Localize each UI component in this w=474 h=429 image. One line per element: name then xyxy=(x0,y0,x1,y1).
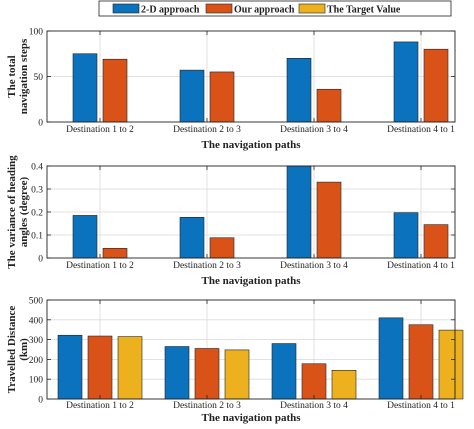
legend-swatch-ours xyxy=(205,3,233,14)
x-axis-title: The navigation paths xyxy=(201,275,301,287)
axes-box xyxy=(46,299,456,400)
y-axis-title-line: navigation steps xyxy=(18,38,30,114)
bar xyxy=(423,224,449,259)
bar xyxy=(224,349,250,400)
bar xyxy=(179,69,205,123)
y-axis-title-line: The variance of heading xyxy=(6,155,18,269)
bar xyxy=(423,48,449,123)
bar xyxy=(393,212,419,259)
y-tick-label: 400 xyxy=(29,316,44,326)
y-axis-title: The variance of headingangles (degree) xyxy=(6,155,30,269)
bar xyxy=(117,336,143,400)
bar xyxy=(286,57,312,123)
x-tick-label: Destination 2 to 3 xyxy=(173,261,241,271)
bar xyxy=(102,58,128,123)
legend-swatch-2d xyxy=(112,3,140,14)
bar xyxy=(194,348,220,400)
legend-label-target: The Target Value xyxy=(327,5,401,16)
x-tick-label: Destination 1 to 2 xyxy=(66,401,134,411)
bar xyxy=(179,216,205,259)
x-tick-label: Destination 1 to 2 xyxy=(66,125,134,135)
x-tick-label: Destination 4 to 1 xyxy=(387,261,455,271)
bar xyxy=(393,41,419,123)
chart-panel-2: 0 0.1 0.2 0.3 0.4 Destination 1 to 2 Destinati… xyxy=(6,155,456,287)
x-tick-label: Destination 1 to 2 xyxy=(66,261,134,271)
bar xyxy=(438,329,464,400)
y-tick-label: 0 xyxy=(38,119,43,129)
bar xyxy=(209,71,235,123)
legend-swatch-target xyxy=(298,3,326,14)
bar xyxy=(72,215,98,259)
y-tick-label: 0.4 xyxy=(31,163,43,173)
x-axis-title: The navigation paths xyxy=(201,412,301,424)
chart-panel-1: 0 50 100 Destination 1 to 2 Destination 2 to… xyxy=(6,28,456,151)
bar xyxy=(209,237,235,259)
y-axis-title: The totalnavigation steps xyxy=(6,38,30,114)
bar xyxy=(57,334,83,400)
bar xyxy=(316,181,342,259)
bar xyxy=(102,248,128,259)
y-axis-title-line: angles (degree) xyxy=(18,176,30,247)
x-tick-label: Destination 3 to 4 xyxy=(280,125,348,135)
y-tick-label: 300 xyxy=(29,336,44,346)
y-axis-title-line: The total xyxy=(6,55,18,97)
x-axis-title: The navigation paths xyxy=(201,139,301,151)
y-axis-title: Travelled Distance(km) xyxy=(6,306,30,394)
x-tick-label: Destination 3 to 4 xyxy=(280,261,348,271)
y-tick-label: 0 xyxy=(38,396,43,406)
chart-panel-3: 0 100 200 300 400 500 Destination 1 to 2 Destin… xyxy=(6,297,464,424)
x-tick-label: Destination 2 to 3 xyxy=(173,125,241,135)
legend-label-ours: Our approach xyxy=(234,5,295,16)
bar xyxy=(316,88,342,123)
bar xyxy=(72,53,98,123)
y-tick-label: 50 xyxy=(34,73,44,83)
bar xyxy=(331,369,357,400)
legend-label-2d: 2-D approach xyxy=(141,5,200,16)
y-tick-label: 500 xyxy=(29,297,44,307)
x-tick-label: Destination 4 to 1 xyxy=(387,125,455,135)
bar xyxy=(408,324,434,400)
legend-box xyxy=(98,0,452,17)
bar xyxy=(271,343,297,400)
x-tick-label: Destination 4 to 1 xyxy=(387,401,455,411)
y-tick-label: 0 xyxy=(38,255,43,265)
x-tick-label: Destination 2 to 3 xyxy=(173,401,241,411)
y-tick-label: 0.2 xyxy=(31,209,43,219)
y-axis-title-line: Travelled Distance xyxy=(6,306,18,394)
legend: 2-D approach Our approach The Target Val… xyxy=(98,0,452,17)
bar xyxy=(378,317,404,400)
bar xyxy=(164,346,190,400)
bar xyxy=(301,363,327,400)
bar xyxy=(286,165,312,259)
y-tick-label: 0.3 xyxy=(31,186,43,196)
y-tick-label: 0.1 xyxy=(31,232,43,242)
y-tick-label: 100 xyxy=(29,376,44,386)
y-axis-title-line: (km) xyxy=(18,338,30,361)
y-tick-label: 200 xyxy=(29,356,44,366)
bar xyxy=(87,335,113,400)
x-tick-label: Destination 3 to 4 xyxy=(280,401,348,411)
y-tick-label: 100 xyxy=(29,28,44,38)
